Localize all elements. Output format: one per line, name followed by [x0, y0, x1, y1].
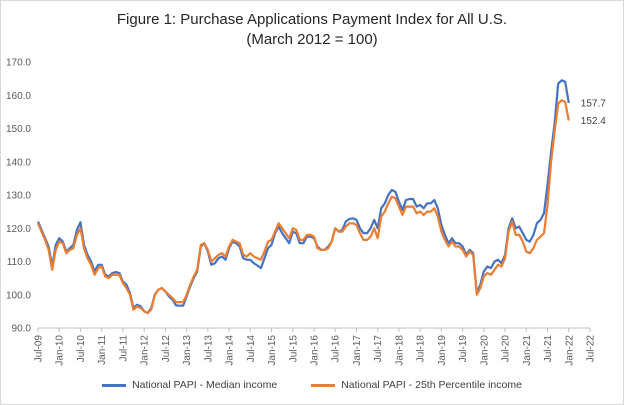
y-tick-label: 140.0: [6, 157, 31, 168]
x-tick-label: Jan-14: [225, 335, 236, 366]
x-tick-label: Jan-10: [55, 335, 66, 366]
x-tick-label: Jul-11: [118, 335, 129, 362]
x-tick-label: Jul-22: [586, 335, 597, 363]
x-tick-label: Jul-21: [543, 335, 554, 363]
series-line-25th-percentile: [36, 99, 570, 315]
legend-item-median: National PAPI - Median income: [102, 377, 277, 393]
y-tick-label: 150.0: [6, 124, 31, 135]
x-tick-label: Jul-14: [246, 335, 257, 363]
y-tick-label: 170.0: [6, 58, 31, 69]
x-tick-label: Jan-21: [522, 335, 533, 366]
x-tick-label: Jul-10: [76, 335, 87, 363]
legend-label-25th: National PAPI - 25th Percentile income: [341, 379, 522, 391]
y-axis: 90.0 100.0 110.0 120.0 130.0 140.0 150.0 160.0 1…: [6, 58, 31, 335]
series-layer: [36, 79, 570, 315]
x-tick-label: Jul-12: [161, 335, 172, 363]
x-tick-label: Jul-15: [288, 335, 299, 363]
chart-subtitle: (March 2012 = 100): [246, 31, 378, 48]
x-tick-label: Jan-18: [394, 335, 405, 366]
legend-label-median: National PAPI - Median income: [132, 379, 278, 391]
x-tick-label: Jul-17: [373, 335, 384, 363]
x-tick-label: Jan-20: [479, 335, 490, 366]
x-tick-label: Jan-13: [182, 335, 193, 366]
x-tick-label: Jul-19: [458, 335, 469, 363]
x-tick-label: Jul-20: [501, 335, 512, 363]
x-tick-label: Jan-15: [267, 335, 278, 366]
x-tick-label: Jul-16: [331, 335, 342, 363]
x-tick-label: Jan-17: [352, 335, 363, 366]
end-labels: 157.7 152.4: [581, 98, 606, 127]
x-tick-label: Jan-22: [564, 335, 575, 366]
legend-swatch-median: [102, 383, 127, 387]
x-tick-label: Jan-16: [310, 335, 321, 366]
x-tick-label: Jul-13: [203, 335, 214, 363]
y-tick-label: 110.0: [7, 257, 32, 268]
y-tick-label: 100.0: [6, 290, 31, 301]
chart-title: Figure 1: Purchase Applications Payment …: [116, 11, 508, 28]
y-tick-label: 130.0: [6, 191, 31, 202]
end-value-label: 152.4: [581, 116, 606, 127]
legend: National PAPI - Median income National P…: [0, 377, 624, 393]
end-value-label: 157.7: [581, 98, 606, 109]
x-tick-label: Jan-12: [140, 335, 151, 366]
x-tick-label: Jan-19: [437, 335, 448, 366]
y-tick-label: 120.0: [6, 224, 31, 235]
x-tick-label: Jul-18: [416, 335, 427, 363]
legend-item-25th: National PAPI - 25th Percentile income: [311, 377, 522, 393]
y-tick-label: 90.0: [12, 324, 32, 335]
x-tick-label: Jul-09: [34, 335, 45, 363]
x-axis: Jul-09 Jan-10 Jul-10 Jan-11 Jul-11 Jan-12 Jul-…: [34, 327, 597, 366]
chart-title-block: Figure 1: Purchase Applications Payment …: [0, 10, 624, 50]
series-line-median: [36, 79, 570, 315]
x-tick-label: Jan-11: [97, 335, 108, 365]
y-tick-label: 160.0: [6, 91, 31, 102]
legend-swatch-25th: [311, 383, 336, 387]
